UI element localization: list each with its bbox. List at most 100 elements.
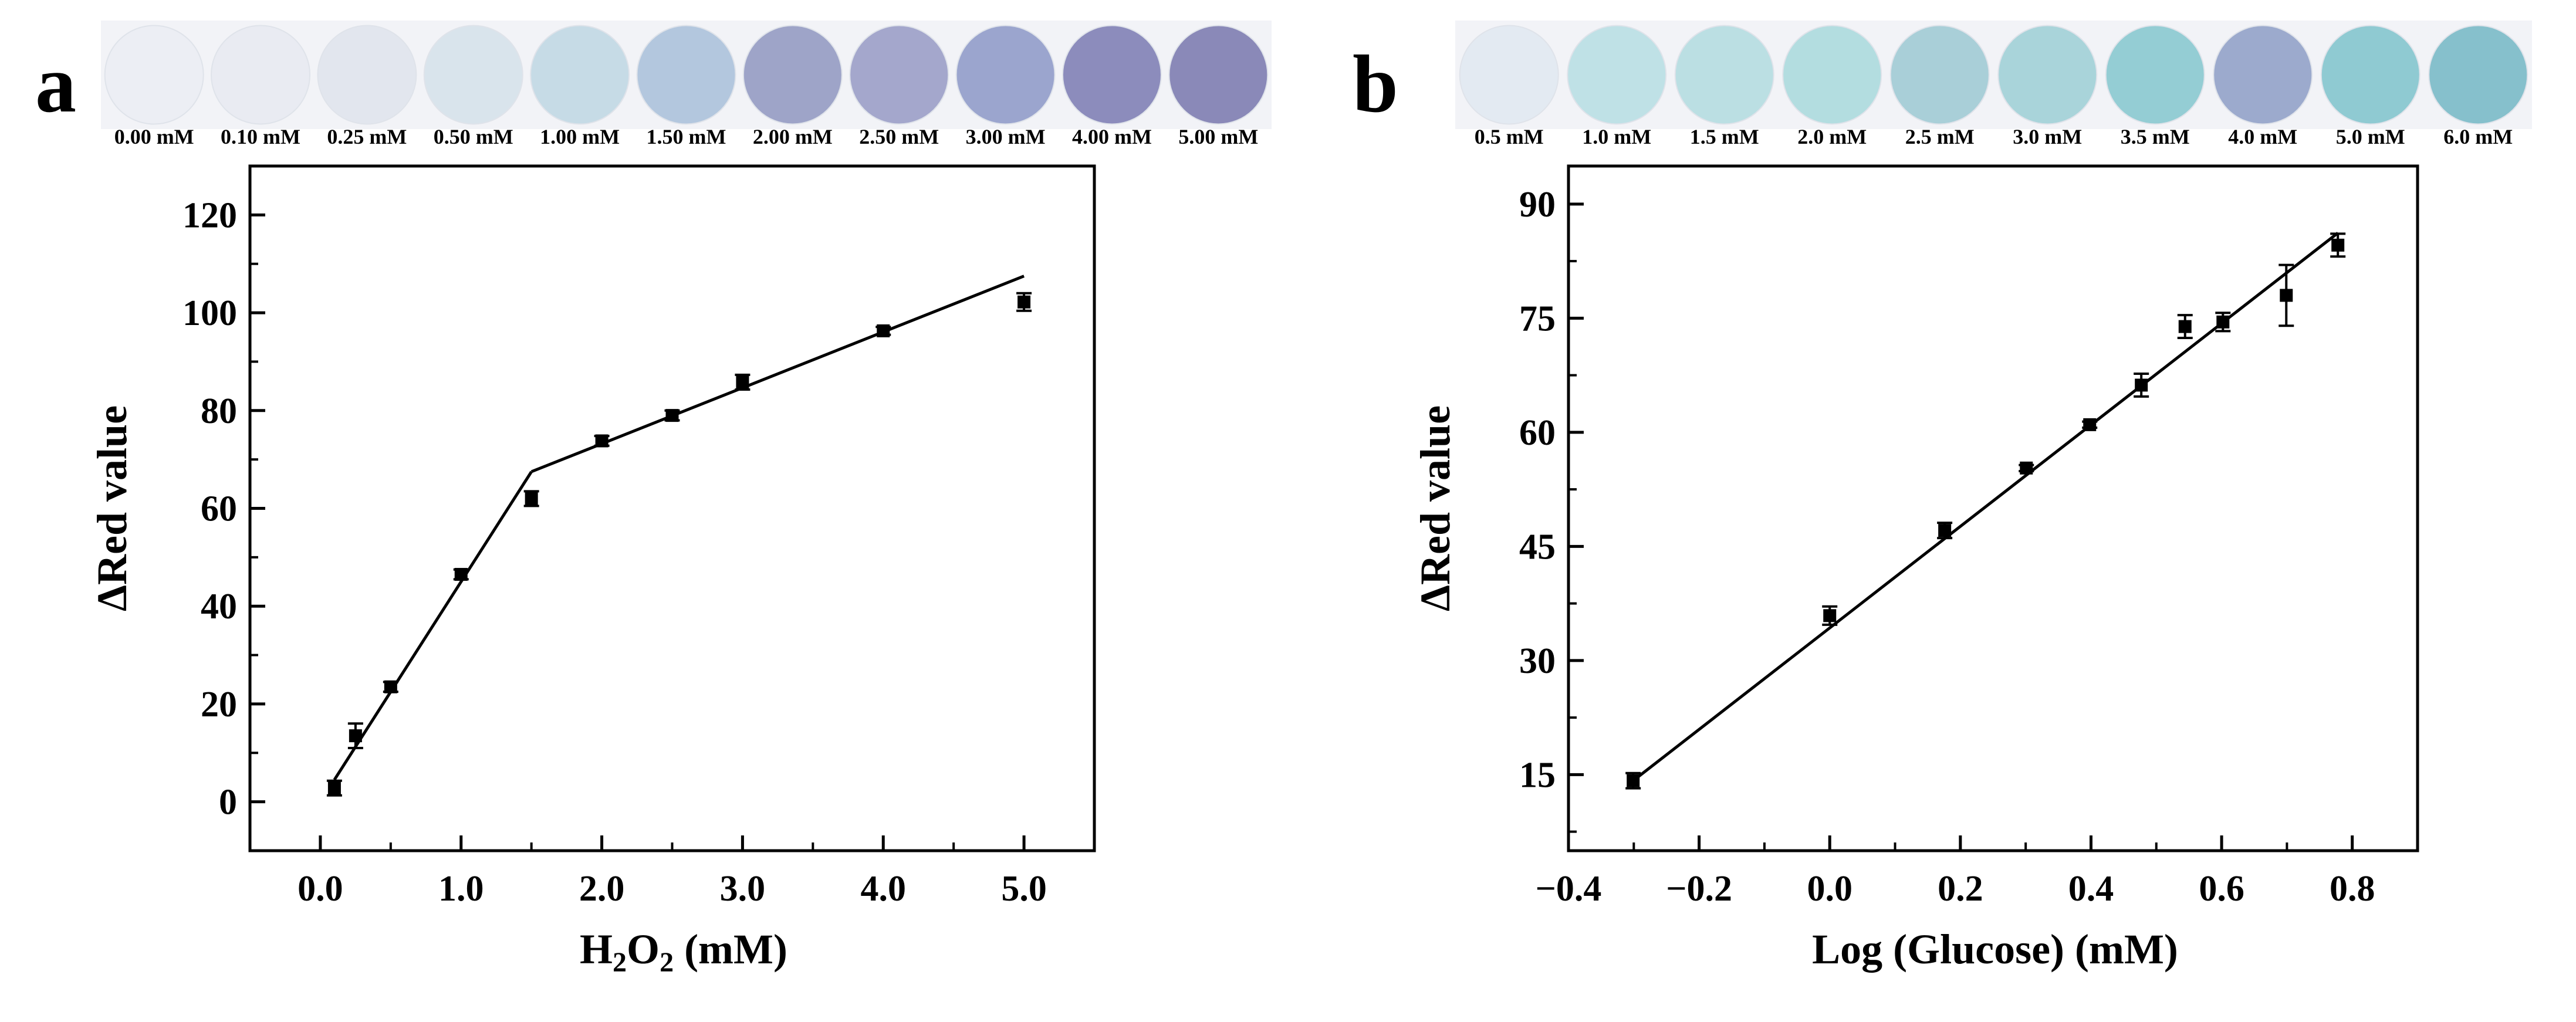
well-label: 2.0 mM (1797, 125, 1867, 148)
data-point (2083, 418, 2097, 431)
panel-b-letter: b (1353, 39, 1398, 130)
well-4 (530, 25, 630, 125)
well-label: 4.0 mM (2228, 125, 2297, 148)
well-10 (1168, 25, 1269, 125)
well-label: 4.00 mM (1072, 125, 1152, 148)
y-tick-label: 45 (1519, 527, 1556, 567)
panel-a-y-axis-title: ΔRed value (89, 405, 136, 611)
data-point (454, 568, 468, 581)
panel-a-x-axis-title: H2O2 (mM) (580, 926, 787, 978)
data-point (384, 680, 397, 693)
well-label: 3.0 mM (2013, 125, 2082, 148)
x-tick-label: 4.0 (861, 869, 907, 909)
data-point (1627, 774, 1640, 787)
well-6 (742, 25, 843, 125)
x-tick-label: −0.2 (1666, 869, 1732, 909)
y-tick-label: 60 (1519, 413, 1556, 453)
x-tick-label: 0.0 (1807, 869, 1852, 909)
data-point (1938, 524, 1952, 537)
well-label: 2.00 mM (753, 125, 833, 148)
well-label: 2.5 mM (1905, 125, 1975, 148)
data-point (349, 729, 362, 743)
fit-line (1632, 232, 2339, 782)
panel-a: a 0.00 mM 0.10 mM 0.25 mM 0.50 mM 1.00 mM 1.5… (35, 21, 1272, 978)
y-tick-label: 20 (201, 685, 237, 725)
well-8 (2320, 25, 2421, 125)
y-tick-label: 0 (219, 783, 237, 823)
well-3 (1782, 25, 1882, 125)
well-label: 0.5 mM (1475, 125, 1544, 148)
x-tick-label: 0.2 (1938, 869, 1983, 909)
panel-a-letter: a (35, 39, 76, 130)
data-point (2216, 315, 2230, 329)
well-7 (2213, 25, 2313, 125)
well-3 (423, 25, 523, 125)
data-point (327, 781, 341, 795)
y-tick-label: 100 (182, 293, 237, 333)
data-point (595, 434, 608, 448)
panel-b-y-axis-title: ΔRed value (1412, 405, 1459, 611)
well-label: 6.0 mM (2443, 125, 2513, 148)
x-tick-label: 2.0 (579, 869, 625, 909)
well-label: 0.25 mM (327, 125, 407, 148)
y-tick-label: 75 (1519, 299, 1556, 339)
panel-a-chart: 0.0 1.0 2.0 3.0 4.0 5.0 0 20 40 60 80 100 120 (182, 164, 1096, 909)
well-label: 0.00 mM (114, 125, 194, 148)
y-tick-label: 90 (1519, 185, 1556, 225)
plot-frame (248, 164, 1096, 852)
well-label: 1.50 mM (647, 125, 726, 148)
x-tick-label: 3.0 (720, 869, 766, 909)
data-point (2331, 238, 2345, 252)
panel-b-x-axis-title: Log (Glucose) (mM) (1812, 926, 2178, 973)
x-tick-label: 0.8 (2330, 869, 2375, 909)
x-tick-label: 1.0 (438, 869, 484, 909)
fit-line (530, 275, 1025, 473)
y-tick-label: 15 (1519, 755, 1556, 795)
well-label: 1.0 mM (1582, 125, 1651, 148)
well-6 (2105, 25, 2205, 125)
y-tick-label: 40 (201, 587, 237, 627)
y-tick-label: 60 (201, 489, 237, 529)
well-0 (104, 25, 204, 125)
plot-frame (1567, 164, 2419, 852)
well-label: 0.50 mM (434, 125, 513, 148)
well-label: 1.5 mM (1690, 125, 1759, 148)
data-point (2135, 378, 2148, 392)
well-5 (636, 25, 736, 125)
well-2 (1674, 25, 1774, 125)
well-9 (1061, 25, 1162, 125)
well-label: 1.00 mM (540, 125, 620, 148)
well-8 (955, 25, 1056, 125)
x-tick-label: 0.6 (2199, 869, 2244, 909)
well-label: 0.10 mM (221, 125, 300, 148)
panel-b: b 0.5 mM 1.0 mM 1.5 mM 2.0 mM 2.5 mM 3.0 mM 3.… (1353, 21, 2532, 973)
data-point (525, 492, 538, 505)
x-tick-label: 0.4 (2068, 869, 2114, 909)
x-tick-label: 0.0 (298, 869, 343, 909)
well-label: 5.0 mM (2336, 125, 2405, 148)
well-label: 3.00 mM (966, 125, 1046, 148)
data-point (665, 409, 679, 422)
well-label: 5.00 mM (1178, 125, 1258, 148)
well-label: 2.50 mM (859, 125, 939, 148)
x-tick-label: 5.0 (1001, 869, 1047, 909)
data-point (1017, 295, 1031, 309)
data-point (2020, 461, 2033, 475)
well-4 (1889, 25, 1990, 125)
y-tick-label: 80 (201, 391, 237, 431)
well-1 (211, 25, 311, 125)
well-2 (317, 25, 417, 125)
well-label: 3.5 mM (2121, 125, 2190, 148)
y-tick-label: 120 (182, 195, 237, 235)
x-tick-label: −0.4 (1536, 869, 1602, 909)
fit-line (333, 471, 533, 781)
data-point (1823, 609, 1837, 622)
data-point (877, 324, 890, 337)
data-point (2280, 289, 2293, 302)
well-0 (1459, 25, 1559, 125)
well-5 (1997, 25, 2098, 125)
y-tick-label: 30 (1519, 641, 1556, 681)
panel-a-well-strip: 0.00 mM 0.10 mM 0.25 mM 0.50 mM 1.00 mM 1.50 … (101, 21, 1272, 148)
well-7 (849, 25, 949, 125)
